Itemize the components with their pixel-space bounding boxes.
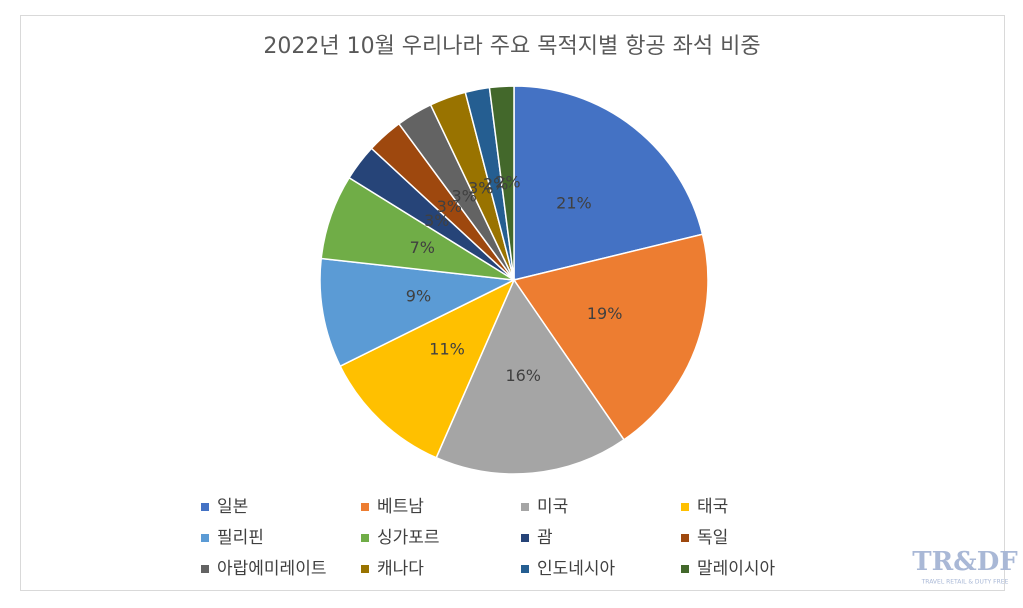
data-label: 3% <box>451 186 476 205</box>
pie-slice <box>513 85 704 281</box>
legend-marker <box>361 534 369 542</box>
legend-label: 필리핀 <box>217 528 264 548</box>
data-label: 2% <box>495 173 520 192</box>
data-label: 3% <box>468 178 493 197</box>
data-label: 3% <box>437 197 462 216</box>
legend-marker <box>681 534 689 542</box>
pie-slice <box>339 278 516 459</box>
data-label: 16% <box>505 366 541 385</box>
legend-label: 괌 <box>537 528 553 548</box>
legend-marker <box>361 565 369 573</box>
legend-marker <box>521 534 529 542</box>
pie-slice <box>435 278 626 475</box>
legend-label: 태국 <box>697 497 728 517</box>
data-label: 19% <box>587 304 623 323</box>
legend-label: 싱가포르 <box>377 528 440 548</box>
data-label: 7% <box>410 238 435 257</box>
legend-label: 독일 <box>697 528 728 548</box>
legend-marker <box>681 565 689 573</box>
legend-label: 아랍에미레이트 <box>217 559 326 579</box>
legend-marker <box>521 503 529 511</box>
chart-border <box>20 15 1005 591</box>
data-label: 3% <box>424 211 449 230</box>
legend-marker <box>201 503 209 511</box>
data-label: 9% <box>406 286 431 305</box>
data-label: 11% <box>429 340 465 359</box>
chart-title: 2022년 10월 우리나라 주요 목적지별 항공 좌석 비중 <box>263 34 760 59</box>
pie-slice <box>319 257 517 368</box>
legend-label: 베트남 <box>377 497 424 517</box>
pie-slice <box>512 233 709 441</box>
legend-marker <box>201 565 209 573</box>
watermark-tagline: TRAVEL RETAIL & DUTY FREE <box>921 579 1009 586</box>
legend-label: 캐나다 <box>377 559 424 579</box>
data-label: 2% <box>483 174 508 193</box>
legend-label: 일본 <box>217 497 248 517</box>
legend-marker <box>521 565 529 573</box>
pie-slice <box>488 85 515 281</box>
legend-label: 미국 <box>537 497 568 517</box>
legend-marker <box>361 503 369 511</box>
legend-label: 인도네시아 <box>537 559 616 579</box>
legend-marker <box>201 534 209 542</box>
data-label: 21% <box>556 193 592 212</box>
legend-label: 말레이시아 <box>697 559 776 579</box>
watermark-logo: TR&DF <box>912 547 1018 577</box>
legend-marker <box>681 503 689 511</box>
